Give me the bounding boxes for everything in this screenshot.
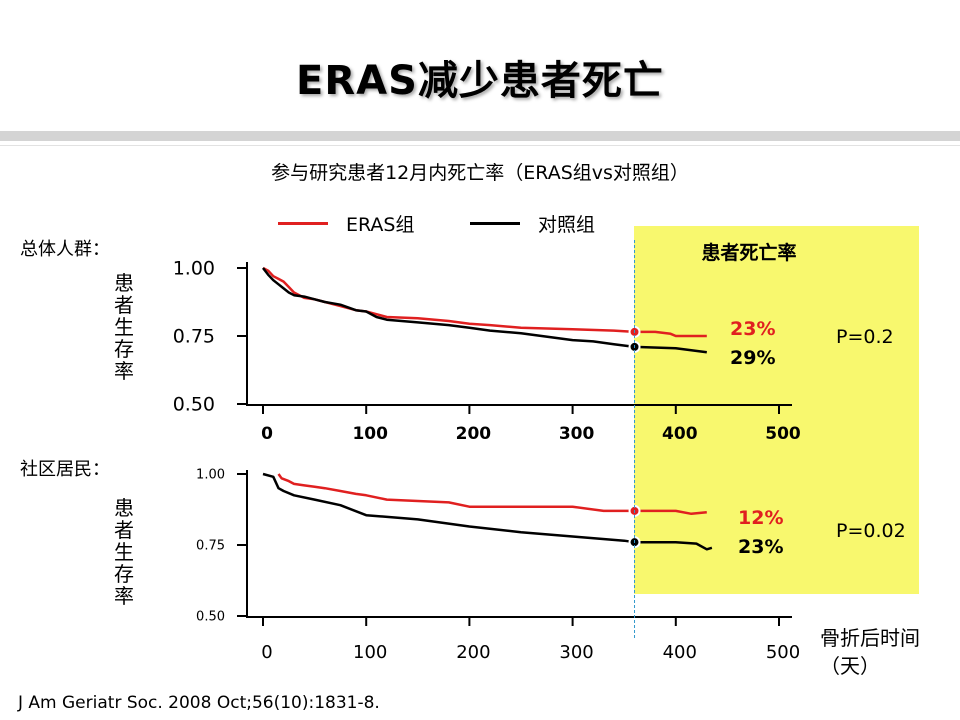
x-tick-label: 200 [456, 424, 492, 444]
pvalue-overall: P=0.2 [836, 326, 894, 348]
ylabel-char: 率 [114, 359, 134, 383]
y-tick-label: 1.00 [173, 258, 215, 280]
ylabel-char: 存 [114, 562, 134, 586]
legend-eras-label: ERAS组 [346, 214, 415, 236]
ylabel-char: 生 [114, 315, 134, 339]
mortality-control-community: 23% [738, 536, 784, 558]
group-label-community: 社区居民： [20, 459, 110, 480]
x-tick-label: 100 [353, 642, 387, 663]
citation: J Am Geriatr Soc. 2008 Oct;56(10):1831-8… [18, 693, 380, 713]
chart-subtitle: 参与研究患者12月内死亡率（ERAS组vs对照组） [271, 162, 689, 184]
series-line-control [262, 472, 713, 551]
legend-control: 对照组 [470, 210, 595, 237]
y-tick-label: 0.50 [173, 394, 215, 416]
x-tick-label: 500 [766, 642, 800, 663]
mortality-control-overall: 29% [730, 347, 776, 369]
x-axis-label-line2: （天） [820, 654, 880, 678]
ylabel-char: 患 [114, 271, 134, 295]
y-tick-label: 0.75 [196, 539, 225, 554]
ylabel-char: 存 [114, 337, 134, 361]
x-tick-label: 400 [662, 424, 698, 444]
ylabel-char: 者 [114, 518, 134, 542]
mortality-eras-overall: 23% [730, 318, 776, 340]
mortality-highlight-panel [634, 226, 919, 594]
series-line-eras [277, 473, 707, 516]
x-tick-label: 0 [261, 642, 272, 663]
legend-eras-swatch [278, 222, 328, 225]
highlight-title: 患者死亡率 [701, 242, 797, 264]
y-tick-label: 0.50 [196, 610, 225, 625]
x-tick-label: 100 [352, 424, 388, 444]
x-tick-label: 500 [765, 424, 801, 444]
ylabel-char: 生 [114, 540, 134, 564]
pvalue-community: P=0.02 [836, 520, 906, 542]
legend-control-swatch [470, 222, 520, 225]
legend-eras: ERAS组 [278, 210, 415, 237]
mortality-eras-community: 12% [738, 507, 784, 529]
page-title: ERAS减少患者死亡 [296, 58, 664, 104]
x-tick-label: 200 [456, 642, 490, 663]
y-tick-label: 1.00 [196, 468, 225, 483]
ylabel-top: 患 者 生 存 率 [112, 272, 136, 382]
title-divider-line [0, 145, 960, 146]
ylabel-bottom: 患 者 生 存 率 [112, 497, 136, 607]
x-tick-label: 300 [559, 642, 593, 663]
x-axis-label: 骨折后时间 （天） [820, 624, 920, 680]
x-axis-label-line1: 骨折后时间 [820, 626, 920, 650]
ylabel-char: 患 [114, 496, 134, 520]
ylabel-char: 率 [114, 584, 134, 608]
y-tick-label: 0.75 [173, 326, 215, 348]
x-tick-label: 400 [663, 642, 697, 663]
title-divider-band [0, 131, 960, 141]
series-line-eras [262, 266, 707, 338]
group-label-overall: 总体人群： [20, 239, 110, 260]
x-tick-label: 300 [559, 424, 595, 444]
x-tick-label: 0 [261, 424, 273, 444]
series-line-control [262, 267, 707, 354]
ylabel-char: 者 [114, 293, 134, 317]
legend-control-label: 对照组 [538, 214, 596, 236]
